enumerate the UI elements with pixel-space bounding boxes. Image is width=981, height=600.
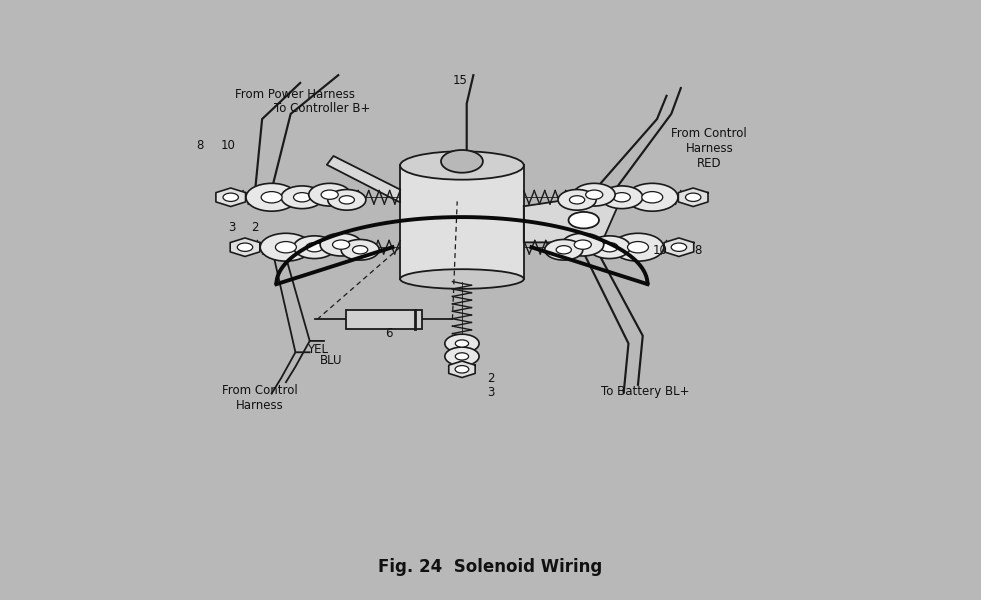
Circle shape	[586, 190, 602, 199]
Text: From Control
Harness: From Control Harness	[223, 383, 298, 412]
Text: BLU: BLU	[320, 353, 342, 367]
Polygon shape	[524, 193, 617, 242]
Circle shape	[328, 190, 366, 210]
Text: 8: 8	[695, 244, 701, 257]
Polygon shape	[327, 156, 400, 202]
Circle shape	[444, 347, 479, 365]
Bar	[400, 166, 524, 279]
Circle shape	[455, 340, 469, 347]
Polygon shape	[664, 238, 694, 257]
Text: 2: 2	[487, 371, 494, 385]
Circle shape	[601, 242, 618, 252]
Circle shape	[562, 233, 603, 256]
Circle shape	[686, 193, 700, 202]
Circle shape	[570, 196, 585, 204]
Circle shape	[293, 236, 336, 259]
Circle shape	[293, 193, 311, 202]
Circle shape	[627, 184, 678, 211]
Circle shape	[574, 240, 592, 249]
Circle shape	[321, 190, 338, 199]
Circle shape	[441, 150, 483, 173]
Circle shape	[612, 233, 664, 261]
Circle shape	[601, 186, 643, 209]
Circle shape	[352, 245, 368, 254]
Circle shape	[589, 236, 631, 259]
Polygon shape	[231, 238, 260, 257]
Circle shape	[628, 242, 648, 253]
Circle shape	[558, 190, 596, 210]
Circle shape	[320, 233, 362, 256]
Circle shape	[671, 243, 687, 251]
Polygon shape	[448, 361, 475, 377]
Circle shape	[260, 233, 312, 261]
Circle shape	[573, 184, 615, 206]
Text: 3: 3	[487, 386, 494, 399]
Circle shape	[333, 240, 349, 249]
Circle shape	[613, 193, 631, 202]
Circle shape	[569, 212, 599, 229]
Text: 2: 2	[251, 221, 258, 234]
Text: 3: 3	[228, 221, 235, 234]
Circle shape	[246, 184, 297, 211]
Text: To Battery BL+: To Battery BL+	[601, 385, 690, 398]
Circle shape	[339, 196, 354, 204]
Text: 10: 10	[221, 139, 235, 152]
Circle shape	[544, 239, 583, 260]
Text: From Control
Harness
RED: From Control Harness RED	[671, 127, 748, 170]
Circle shape	[282, 186, 323, 209]
Circle shape	[309, 184, 350, 206]
Text: 10: 10	[652, 244, 667, 257]
Ellipse shape	[400, 269, 524, 289]
Circle shape	[276, 242, 296, 253]
Circle shape	[642, 191, 663, 203]
Text: 15: 15	[452, 74, 468, 87]
Text: From Power Harness: From Power Harness	[235, 88, 355, 101]
Circle shape	[223, 193, 238, 202]
Circle shape	[261, 191, 283, 203]
Circle shape	[237, 243, 253, 251]
Text: YEL: YEL	[307, 343, 328, 356]
Circle shape	[455, 353, 469, 360]
Text: Fig. 24  Solenoid Wiring: Fig. 24 Solenoid Wiring	[379, 558, 602, 576]
Text: 8: 8	[196, 139, 204, 152]
Bar	[346, 310, 422, 329]
Text: 6: 6	[385, 326, 392, 340]
Ellipse shape	[400, 151, 524, 179]
Circle shape	[444, 334, 479, 353]
Circle shape	[306, 242, 323, 252]
Circle shape	[556, 245, 571, 254]
Polygon shape	[678, 188, 708, 206]
Circle shape	[341, 239, 380, 260]
Circle shape	[455, 365, 469, 373]
Text: To Controller B+: To Controller B+	[274, 102, 370, 115]
Polygon shape	[216, 188, 245, 206]
